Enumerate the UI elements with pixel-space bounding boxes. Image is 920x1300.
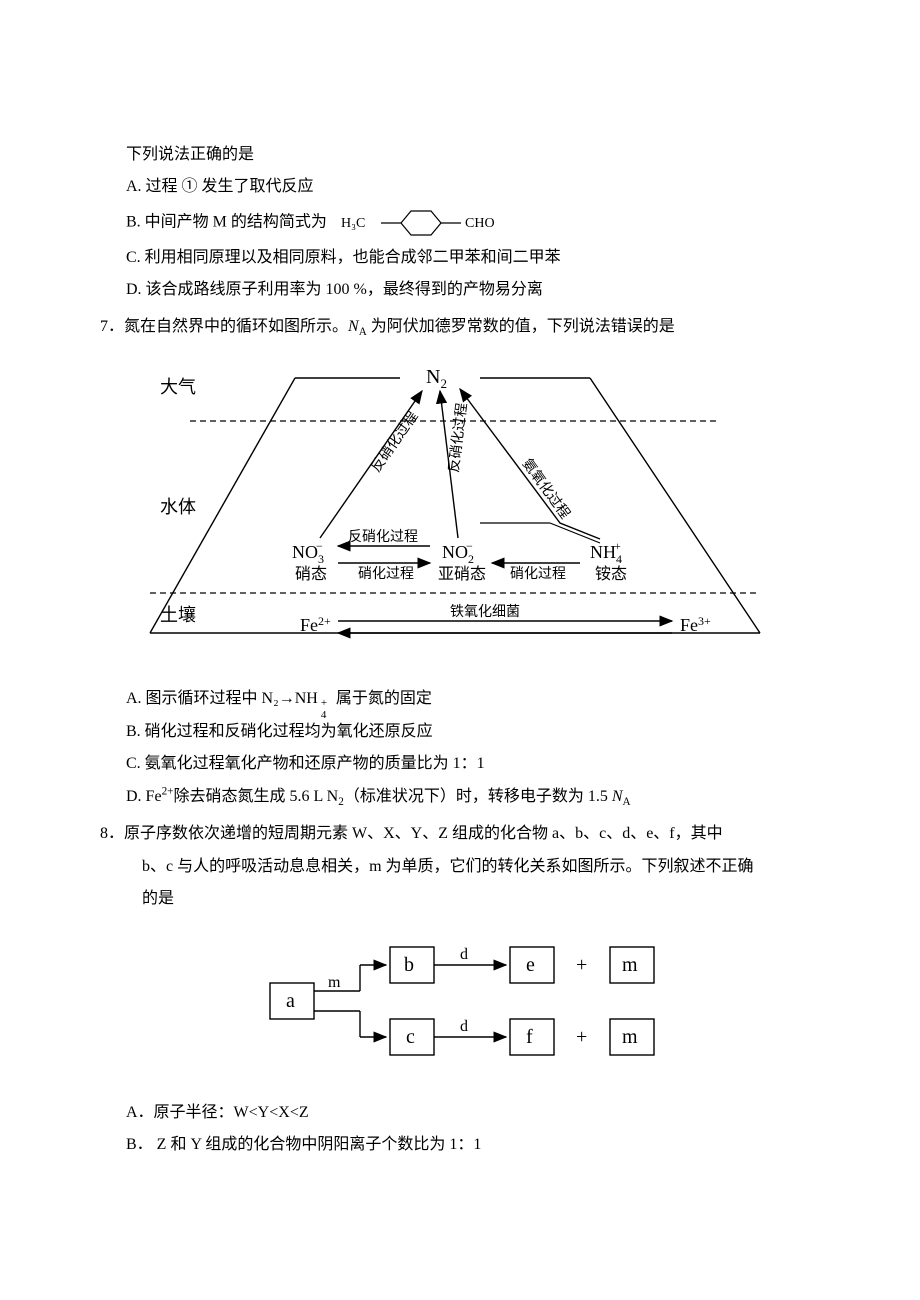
chem-structure-icon: H₃C CHO [331, 205, 521, 241]
q8-optB: B． Z 和 Y 组成的化合物中阴阳离子个数比为 1：1 [100, 1130, 820, 1160]
q7-optC: C. 氨氧化过程氧化产物和还原产物的质量比为 1：1 [100, 749, 820, 779]
node-c: c [406, 1026, 415, 1048]
nitrogen-cycle-diagram: 大气 水体 土壤 N2 NO3− 硝态 NO2− 亚硝态 NH4+ 铵态 Fe2… [120, 353, 820, 674]
edge-d1: d [460, 946, 468, 963]
atmos-label: 大气 [160, 377, 196, 397]
node-b: b [404, 954, 414, 976]
Fe2-node: Fe2+ [300, 614, 331, 635]
q7-optD: D. Fe2+除去硝态氮生成 5.6 L N2（标准状况下）时，转移电子数为 1… [100, 782, 820, 814]
NO2-lbl: 亚硝态 [438, 565, 486, 583]
lead-text: 下列说法正确的是 [100, 140, 820, 170]
q7-optA: A. 图示循环过程中 N₂→NH + 4 属于氮的固定 [100, 684, 820, 714]
edge-m: m [328, 974, 341, 991]
ammox-diag: 氨氧化过程 [519, 456, 573, 522]
denit-vert: 反硝化过程 [446, 402, 470, 473]
plus1: + [576, 954, 587, 976]
optB-text: B. 中间产物 M 的结构简式为 [126, 213, 327, 230]
NO3-lbl: 硝态 [295, 565, 327, 583]
node-m2: m [622, 1026, 638, 1048]
Fe3-node: Fe3+ [680, 614, 711, 635]
NO3-node: NO3− [292, 539, 324, 566]
q8-stem3: 的是 [100, 884, 820, 914]
q8-stem2: b、c 与人的呼吸活动息息相关，m 为单质，它们的转化关系如图所示。下列叙述不正… [100, 852, 820, 882]
node-m1: m [622, 954, 638, 976]
option-A: A. 过程 ① 发生了取代反应 [100, 172, 820, 202]
q8-flow-diagram: a b c e f m m + + m d d [260, 931, 820, 1082]
option-D: D. 该合成路线原子利用率为 100 %，最终得到的产物易分离 [100, 275, 820, 305]
q7-optB: B. 硝化过程和反硝化过程均为氧化还原反应 [100, 717, 820, 747]
option-B: B. 中间产物 M 的结构简式为 H₃C CHO [100, 205, 820, 241]
NH4-node: NH4+ [590, 539, 622, 566]
nit-h1: 硝化过程 [358, 566, 414, 582]
N2-node: N2 [426, 366, 447, 391]
plus2: + [576, 1026, 587, 1048]
soil-label: 土壤 [160, 605, 196, 625]
q8-stem1: 8．原子序数依次递增的短周期元素 W、X、Y、Z 组成的化合物 a、b、c、d、… [100, 819, 820, 849]
q8-optA: A．原子半径：W<Y<X<Z [100, 1098, 820, 1128]
node-a: a [286, 990, 295, 1012]
node-f: f [526, 1026, 533, 1048]
nit-h2: 硝化过程 [510, 566, 566, 582]
structure-right: CHO [465, 216, 495, 231]
water-label: 水体 [160, 497, 196, 517]
denit-h1: 反硝化过程 [348, 529, 418, 545]
option-C: C. 利用相同原理以及相同原料，也能合成邻二甲苯和间二甲苯 [100, 243, 820, 273]
edge-d2: d [460, 1018, 468, 1035]
NH4-lbl: 铵态 [595, 565, 627, 583]
feo-label: 铁氧化细菌 [450, 604, 520, 620]
node-e: e [526, 954, 535, 976]
NO2-node: NO2− [442, 539, 474, 566]
structure-left: H₃C [341, 216, 365, 231]
q7-stem: 7．氮在自然界中的循环如图所示。NA 为阿伏加德罗常数的值，下列说法错误的是 [100, 312, 820, 343]
denit-diag1: 反硝化过程 [368, 409, 421, 476]
